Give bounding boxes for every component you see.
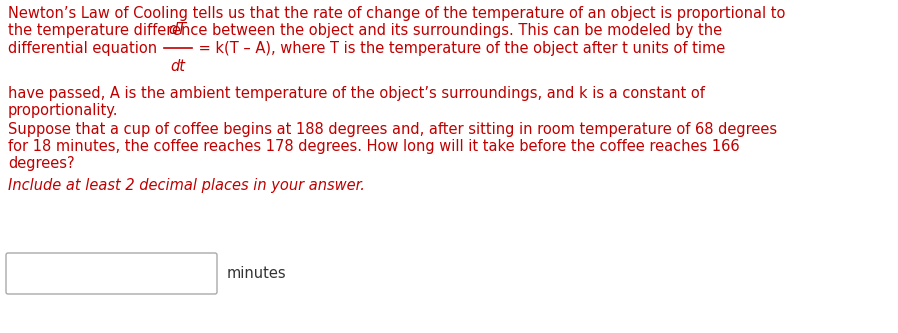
Text: for 18 minutes, the coffee reaches 178 degrees. How long will it take before the: for 18 minutes, the coffee reaches 178 d…: [8, 139, 740, 154]
Text: differential equation: differential equation: [8, 41, 162, 56]
FancyBboxPatch shape: [6, 253, 217, 294]
Text: degrees?: degrees?: [8, 156, 75, 171]
Text: = k(T – A), where T is the temperature of the object after t units of time: = k(T – A), where T is the temperature o…: [194, 41, 725, 56]
Text: minutes: minutes: [227, 266, 286, 281]
Text: dt: dt: [171, 59, 185, 74]
Text: Newton’s Law of Cooling tells us that the rate of change of the temperature of a: Newton’s Law of Cooling tells us that th…: [8, 6, 786, 21]
Text: dT: dT: [169, 22, 187, 37]
Text: Suppose that a cup of coffee begins at 188 degrees and, after sitting in room te: Suppose that a cup of coffee begins at 1…: [8, 122, 777, 137]
Text: have passed, A is the ambient temperature of the object’s surroundings, and k is: have passed, A is the ambient temperatur…: [8, 86, 705, 101]
Text: the temperature difference between the object and its surroundings. This can be : the temperature difference between the o…: [8, 23, 722, 38]
Text: Include at least 2 decimal places in your answer.: Include at least 2 decimal places in you…: [8, 178, 365, 193]
Text: proportionality.: proportionality.: [8, 103, 119, 118]
